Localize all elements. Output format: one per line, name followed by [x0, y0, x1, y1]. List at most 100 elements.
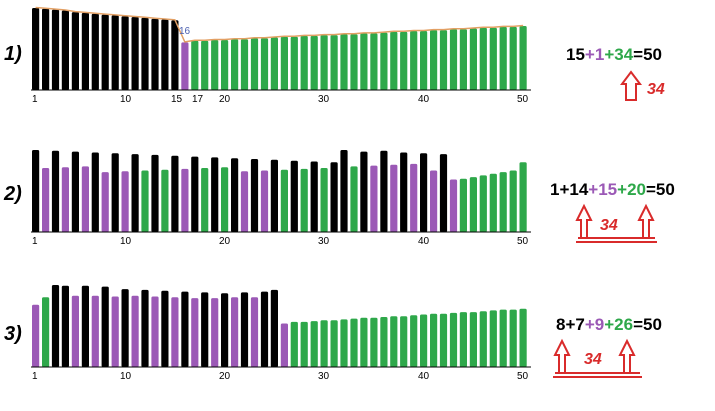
row-1-bar-7	[91, 13, 99, 91]
row-3-bar-15	[171, 297, 179, 367]
row-2-bar-21	[231, 158, 239, 232]
row-1-bar-23	[250, 38, 259, 90]
row-3-eq-part-4: =50	[633, 315, 662, 334]
row-3-bar-8	[101, 286, 109, 367]
row-2-tick-10: 10	[120, 236, 132, 247]
row-2-bar-13	[151, 154, 159, 232]
row-1-eq-part-3: +34	[604, 45, 633, 64]
row-2-equation: 1+14+15+20=50	[550, 180, 675, 199]
row-3-label: 3)	[4, 323, 22, 345]
row-2-bar-8	[101, 172, 109, 232]
row-2-bar-15	[171, 155, 179, 232]
row-2-bar-18	[201, 168, 209, 232]
row-1-bar-30	[320, 35, 328, 90]
row-1-bar-48	[499, 26, 507, 90]
row-1-bar-20	[221, 40, 229, 90]
row-1-bar-21	[231, 39, 239, 90]
row-2-bar-16	[181, 168, 189, 232]
row-1-tick-1: 1	[32, 94, 38, 105]
row-2-bar-46	[479, 175, 487, 232]
row-2-bars	[32, 150, 527, 232]
row-1-bar-46	[479, 27, 487, 90]
row-3-bar-19	[211, 298, 219, 367]
row-3-bar-11	[131, 295, 139, 367]
row-1-eq-part-1: 15	[566, 45, 585, 64]
row-2-bar-6	[81, 166, 89, 232]
row-3-tick-50: 50	[517, 371, 529, 382]
row-3-bar-12	[141, 289, 149, 367]
row-3: 3) 1 10 20 30 40 50 8+7+9+26=50 34	[4, 285, 662, 382]
row-1-bar-1	[32, 8, 40, 90]
row-1-bar-18	[201, 40, 209, 90]
row-1-bars	[32, 8, 527, 91]
row-1-marker-label: 16	[179, 26, 191, 37]
row-3-bar-26	[280, 323, 288, 367]
row-3-bar-30	[320, 320, 328, 367]
row-2-bar-31	[330, 162, 338, 232]
row-1-bar-25	[270, 37, 278, 90]
row-2-bar-22	[240, 171, 249, 232]
row-1-bar-37	[390, 31, 398, 90]
row-2-bar-50	[519, 162, 527, 232]
row-2-tick-30: 30	[318, 236, 330, 247]
row-1-bar-8	[101, 14, 109, 91]
row-3-bar-38	[400, 316, 408, 367]
row-2-bar-32	[340, 150, 348, 232]
row-3-bar-31	[330, 320, 338, 367]
row-2-bar-33	[350, 166, 358, 232]
row-1-tick-40: 40	[418, 94, 430, 105]
row-2-tick-40: 40	[418, 236, 430, 247]
row-1-bar-15	[171, 20, 179, 90]
row-2-bar-9	[111, 153, 119, 232]
row-2-bar-45	[469, 177, 477, 232]
row-1-bar-28	[300, 35, 308, 90]
row-1-bar-6	[81, 12, 89, 90]
row-2-bar-5	[71, 151, 79, 232]
row-2-bar-19	[211, 157, 219, 232]
row-3-bar-2	[42, 297, 50, 367]
row-3-equation: 8+7+9+26=50	[556, 315, 662, 334]
row-2-bar-48	[499, 172, 507, 232]
row-2-bar-25	[270, 159, 278, 232]
row-3-bar-47	[489, 310, 497, 367]
row-3-eq-part-3: +26	[604, 315, 633, 334]
row-2-bar-42	[439, 154, 448, 232]
row-2-bar-44	[459, 178, 467, 232]
row-1-bar-26	[280, 36, 288, 90]
row-2-bar-27	[290, 160, 298, 232]
row-2-bar-36	[380, 150, 388, 232]
row-2-label: 2)	[3, 183, 22, 205]
row-1-arrow-label: 34	[647, 81, 665, 98]
row-2-bar-17	[191, 156, 199, 232]
row-1-bar-17	[191, 40, 199, 90]
row-1-bar-41	[430, 30, 438, 91]
row-1-bar-38	[400, 31, 408, 90]
row-3-bar-33	[350, 318, 358, 367]
row-2-bar-24	[260, 170, 269, 232]
row-3-bar-46	[479, 311, 487, 367]
row-1-bar-16	[181, 42, 189, 90]
row-3-bar-29	[310, 321, 318, 367]
row-2-bar-20	[221, 167, 229, 232]
row-3-tick-40: 40	[418, 371, 430, 382]
row-2-bar-14	[161, 169, 169, 232]
row-1-bar-13	[151, 18, 159, 91]
row-3-arrow-label: 34	[584, 351, 602, 368]
row-1-bar-3	[51, 9, 60, 91]
row-1-bar-44	[459, 29, 467, 90]
row-2-bar-47	[489, 173, 497, 232]
row-1-bar-27	[290, 36, 298, 90]
row-1-bar-4	[61, 10, 69, 90]
row-3-bar-3	[51, 285, 60, 367]
row-3-bar-42	[439, 313, 448, 367]
row-1-bar-19	[211, 40, 219, 90]
row-1-bar-31	[330, 35, 338, 90]
row-2-bar-41	[430, 170, 438, 232]
row-3-bar-36	[380, 317, 388, 367]
row-1-up-arrow	[620, 70, 642, 101]
row-3-bar-41	[430, 313, 438, 367]
row-3-bar-37	[390, 316, 398, 367]
row-3-bar-24	[260, 291, 269, 367]
row-1-bar-49	[509, 26, 517, 90]
